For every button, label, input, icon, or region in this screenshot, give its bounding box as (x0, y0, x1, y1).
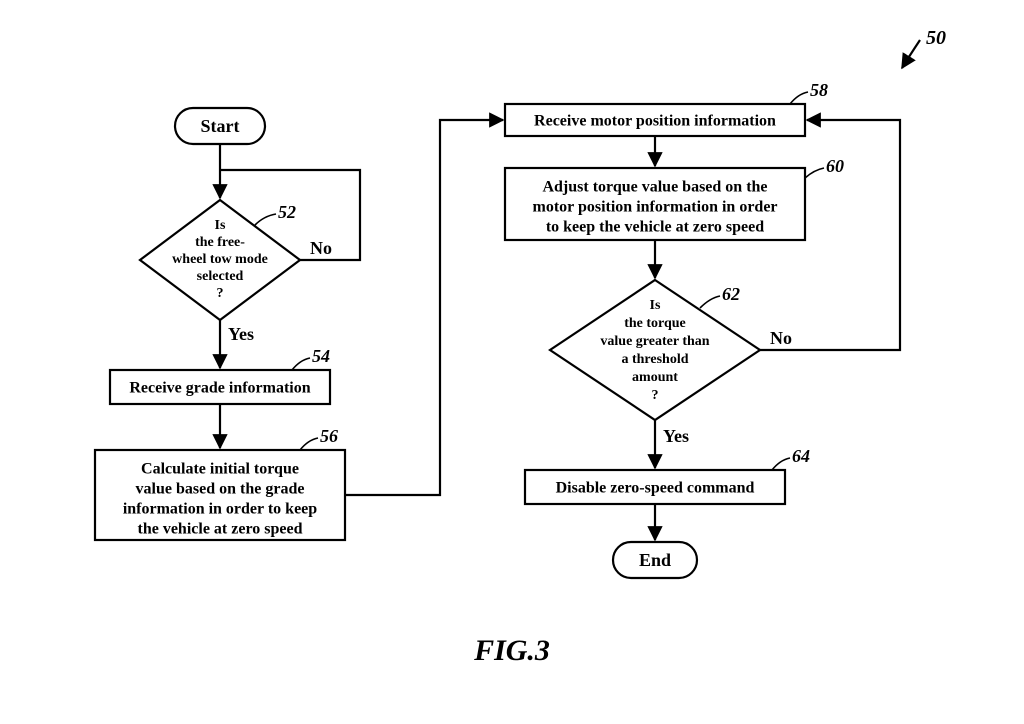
node-end: End (613, 542, 697, 578)
edge-52-54: Yes (220, 320, 254, 368)
node-58-line-0: Receive motor position information (534, 113, 776, 130)
node-52-line-2: wheel tow mode (172, 252, 268, 267)
ref-62: 62 (722, 284, 740, 304)
node-56-line-1: value based on the grade (136, 481, 305, 498)
edge-52-yes-label: Yes (228, 324, 254, 344)
ref-60: 60 (826, 156, 844, 176)
ref-leader-52 (255, 214, 276, 225)
node-60-line-0: Adjust torque value based on the (542, 179, 767, 196)
node-52-line-1: the free- (195, 235, 245, 250)
node-64-line-0: Disable zero-speed command (556, 480, 755, 497)
node-52-line-4: ? (217, 286, 224, 301)
node-54: Receive grade information (110, 370, 330, 404)
node-56: Calculate initial torque value based on … (95, 450, 345, 540)
node-60-line-2: to keep the vehicle at zero speed (546, 219, 764, 236)
node-62-line-1: the torque (624, 316, 686, 331)
node-56-line-2: information in order to keep (123, 501, 317, 518)
node-62-line-3: a threshold (621, 352, 688, 367)
figure-caption: FIG.3 (473, 634, 550, 667)
ref-52: 52 (278, 202, 296, 222)
node-60: Adjust torque value based on the motor p… (505, 168, 805, 240)
node-60-line-1: motor position information in order (532, 199, 777, 216)
ref-54: 54 (312, 346, 330, 366)
node-56-line-3: the vehicle at zero speed (138, 521, 303, 538)
ref-leader-54 (292, 358, 310, 370)
node-52-line-3: selected (197, 269, 244, 284)
ref-56: 56 (320, 426, 338, 446)
ref-leader-56 (300, 438, 318, 450)
node-58: Receive motor position information (505, 104, 805, 136)
edge-62-yes-label: Yes (663, 426, 689, 446)
node-64: Disable zero-speed command (525, 470, 785, 504)
edge-52-no-label: No (310, 238, 332, 258)
ref-leader-64 (772, 458, 790, 470)
flowchart-diagram: Start Is the free- wheel tow mode select… (0, 0, 1024, 724)
ref-leader-58 (790, 92, 808, 104)
node-62-line-0: Is (650, 298, 661, 313)
node-62-line-2: value greater than (600, 334, 709, 349)
ref-leader-62 (700, 296, 720, 308)
ref-64: 64 (792, 446, 810, 466)
node-56-line-0: Calculate initial torque (141, 461, 299, 478)
edge-62-no-label: No (770, 328, 792, 348)
ref-50: 50 (902, 27, 946, 68)
edge-62-64: Yes (655, 420, 689, 468)
node-52-line-0: Is (215, 218, 226, 233)
node-54-line-0: Receive grade information (129, 380, 310, 397)
node-52: Is the free- wheel tow mode selected ? (140, 200, 300, 320)
node-62-line-4: amount (632, 370, 678, 385)
node-end-label: End (639, 550, 671, 570)
ref-50-label: 50 (926, 27, 946, 49)
ref-58: 58 (810, 80, 828, 100)
edge-56-58 (345, 120, 503, 495)
node-start: Start (175, 108, 265, 144)
ref-leader-60 (805, 168, 824, 178)
node-start-label: Start (201, 116, 240, 136)
node-62-line-5: ? (652, 388, 659, 403)
